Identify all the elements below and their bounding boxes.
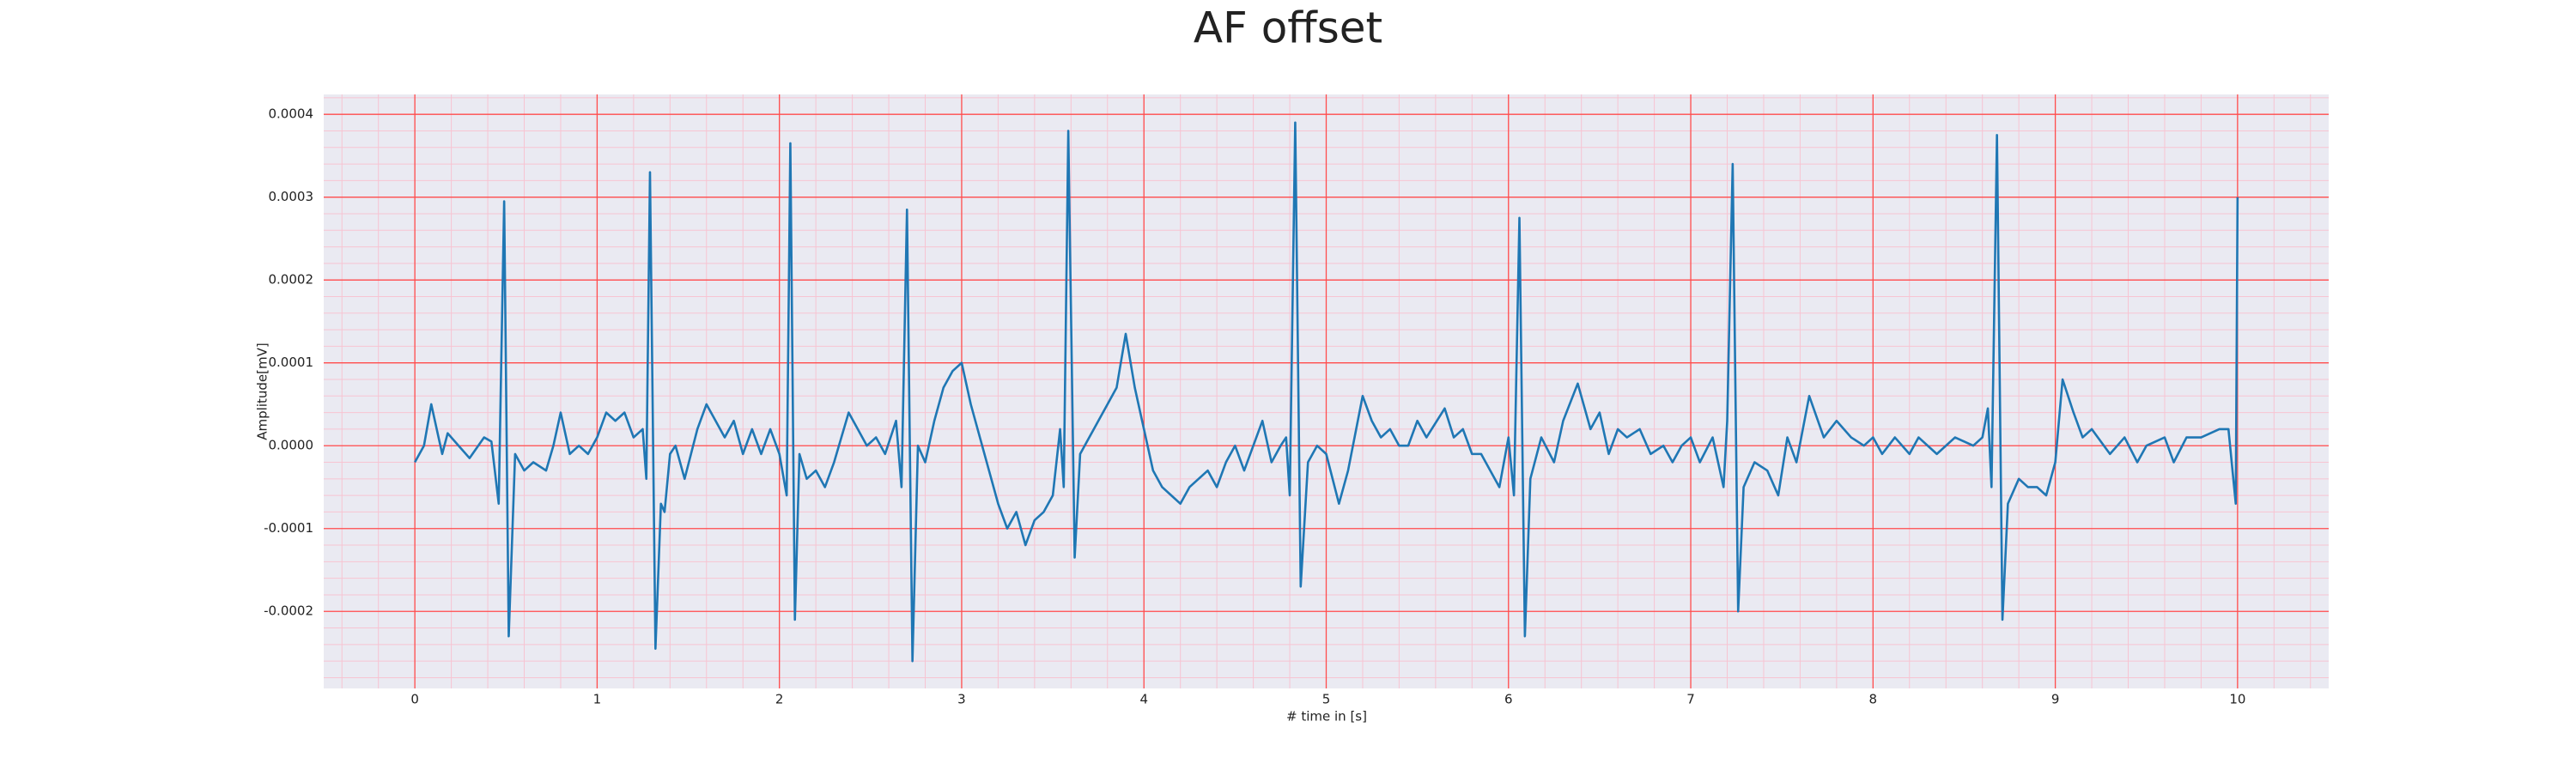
chart-title: AF offset <box>1194 3 1382 53</box>
y-tick-label: 0.0001 <box>269 355 314 370</box>
x-tick-label: 8 <box>1869 692 1878 707</box>
x-tick-label: 1 <box>593 692 602 707</box>
y-tick-label: -0.0002 <box>264 603 313 619</box>
x-tick-label: 0 <box>410 692 419 707</box>
y-axis-label: Amplitude[mV] <box>255 343 270 440</box>
x-tick-label: 7 <box>1686 692 1695 707</box>
x-tick-label: 4 <box>1139 692 1148 707</box>
x-tick-label: 6 <box>1504 692 1513 707</box>
y-tick-label: 0.0002 <box>269 272 314 288</box>
x-axis-label: # time in [s] <box>1286 709 1367 724</box>
y-tick-label: 0.0003 <box>269 189 314 204</box>
x-tick-label: 3 <box>957 692 966 707</box>
x-tick-label: 10 <box>2229 692 2245 707</box>
x-tick-label: 9 <box>2051 692 2060 707</box>
y-tick-label: 0.0000 <box>269 438 314 453</box>
y-tick-label: -0.0001 <box>264 520 313 536</box>
y-tick-label: 0.0004 <box>269 106 314 122</box>
ecg-line <box>414 121 2239 663</box>
x-tick-label: 2 <box>775 692 784 707</box>
x-tick-label: 5 <box>1322 692 1331 707</box>
